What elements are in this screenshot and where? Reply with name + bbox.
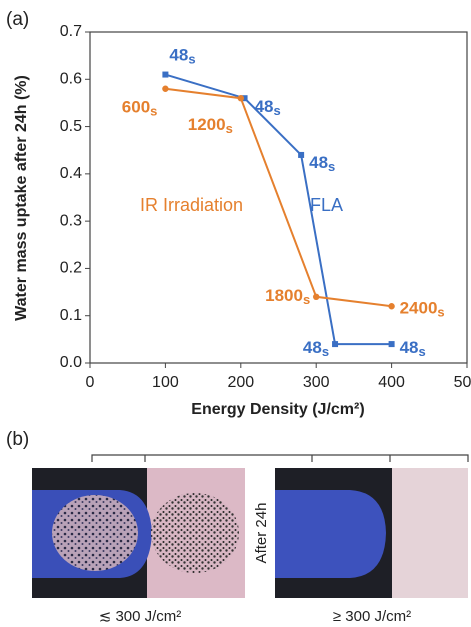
point-label: 48s — [255, 98, 281, 119]
point-label-unit: s — [303, 292, 310, 307]
point-label-number: 48 — [255, 98, 274, 117]
y-tick-label: 0.0 — [60, 354, 82, 371]
x-axis-label: Energy Density (J/cm²) — [191, 401, 364, 418]
point-label-number: 1200 — [188, 116, 226, 135]
y-tick-label: 0.4 — [60, 165, 82, 182]
point-label-unit: s — [150, 104, 157, 119]
point — [162, 85, 169, 92]
point — [237, 95, 244, 102]
point-label: 48s — [303, 339, 329, 360]
y-tick-label: 0.5 — [60, 118, 82, 135]
point-label-unit: s — [419, 345, 426, 360]
series-label: FLA — [310, 195, 343, 215]
x-tick-label: 0 — [86, 374, 95, 391]
point-label: 1800s — [265, 286, 310, 307]
photo-right — [275, 468, 468, 598]
y-axis-label: Water mass uptake after 24h (%) — [13, 75, 30, 321]
point-label-number: 48 — [309, 153, 328, 172]
point — [298, 151, 305, 158]
photo-caption: ≥ 300 J/cm² — [333, 608, 411, 625]
point — [313, 293, 320, 300]
photo-caption: ≲ 300 J/cm² — [99, 608, 182, 625]
x-tick-label: 200 — [227, 374, 254, 391]
point-label-unit: s — [328, 159, 335, 174]
x-tick-label: 500 — [454, 374, 471, 391]
point-label-number: 1800 — [265, 286, 303, 305]
point-label-unit: s — [437, 305, 444, 320]
point-label-number: 600 — [122, 98, 150, 117]
point — [388, 341, 395, 348]
point — [241, 95, 248, 102]
series-label: IR Irradiation — [140, 195, 243, 215]
y-tick-label: 0.2 — [60, 260, 82, 277]
point-label-unit: s — [226, 122, 233, 137]
point — [162, 71, 169, 78]
point-label-number: 48 — [169, 46, 188, 65]
point-label-unit: s — [322, 345, 329, 360]
photo-side-label: After 24h — [253, 503, 270, 564]
point-label-number: 48 — [400, 339, 419, 358]
point-label: 2400s — [400, 299, 445, 320]
point-label: 48s — [309, 153, 335, 174]
point — [388, 303, 395, 310]
bracket — [91, 454, 469, 462]
y-tick-label: 0.7 — [60, 23, 82, 40]
plot-frame — [89, 31, 468, 364]
point-label: 48s — [169, 46, 195, 67]
x-tick-label: 400 — [378, 374, 405, 391]
panel-label: (b) — [6, 429, 29, 450]
point-label: 600s — [122, 98, 158, 119]
point-label-unit: s — [188, 52, 195, 67]
y-tick-label: 0.3 — [60, 212, 82, 229]
y-tick-label: 0.1 — [60, 307, 82, 324]
x-tick-label: 300 — [303, 374, 330, 391]
point-label-number: 2400 — [400, 299, 438, 318]
point-label-number: 48 — [303, 339, 322, 358]
x-tick-label: 100 — [152, 374, 179, 391]
point — [332, 341, 339, 348]
point-label: 48s — [400, 339, 426, 360]
panel-label: (a) — [6, 9, 29, 30]
point-label-unit: s — [273, 104, 280, 119]
series-line — [165, 87, 392, 308]
photo-left — [32, 468, 245, 598]
point-label: 1200s — [188, 116, 233, 137]
y-tick-label: 0.6 — [60, 71, 82, 88]
